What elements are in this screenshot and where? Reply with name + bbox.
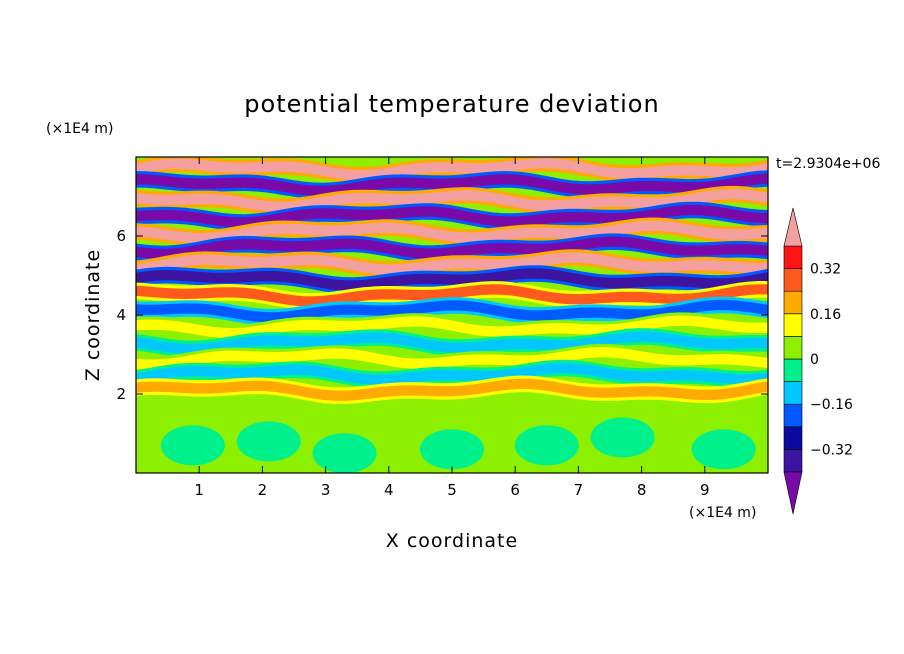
- x-tick-label: 7: [574, 481, 584, 499]
- x-tick-label: 5: [447, 481, 457, 499]
- colorbar-segment: [783, 268, 803, 292]
- lower-layer-blob: [514, 425, 579, 466]
- contour-band: [136, 252, 768, 275]
- contour-band: [136, 173, 768, 197]
- contour-band: [136, 236, 768, 259]
- x-tick-label: 3: [321, 481, 331, 499]
- x-axis-label: X coordinate: [386, 530, 518, 552]
- y-axis-unit: (×1E4 m): [46, 121, 113, 137]
- y-tick-label: 4: [116, 306, 126, 324]
- colorbar-segment: [783, 336, 803, 360]
- x-tick-label: 4: [384, 481, 394, 499]
- y-axis: 2 4 6: [116, 227, 768, 403]
- time-label: t=2.9304e+06: [776, 156, 880, 172]
- contour-band: [136, 189, 768, 212]
- colorbar-segment: [783, 426, 803, 450]
- colorbar-extend-min: [783, 471, 803, 515]
- lower-layer-blob: [160, 425, 225, 466]
- chart-title: potential temperature deviation: [244, 90, 659, 118]
- lower-layer-blob: [236, 421, 301, 462]
- y-tick-label: 2: [116, 385, 126, 403]
- contour-band: [136, 268, 768, 291]
- lower-layer-blob: [590, 417, 655, 458]
- lower-layer-blob: [312, 433, 377, 473]
- colorbar-segment: [783, 313, 803, 337]
- colorbar-label: −0.32: [810, 442, 853, 458]
- colorbar-segment: [783, 290, 803, 315]
- contour-band: [136, 204, 768, 228]
- contour-band: [136, 347, 768, 370]
- colorbar-segment: [783, 381, 803, 405]
- x-tick-label: 8: [637, 481, 647, 499]
- colorbar-extend-max: [783, 207, 803, 247]
- x-tick-label: 1: [194, 481, 204, 499]
- lower-layer-blob: [691, 429, 756, 470]
- colorbar-segment: [783, 449, 803, 473]
- colorbar-label: 0: [810, 352, 819, 368]
- lower-layer-blob: [420, 429, 484, 470]
- x-tick-label: 2: [258, 481, 268, 499]
- x-axis: 1 2 3 4 5 6 7 8 9: [194, 157, 710, 499]
- contour-band: [136, 284, 768, 307]
- colorbar-label: −0.16: [810, 397, 853, 413]
- contour-band: [136, 158, 768, 181]
- colorbar-segment: [783, 358, 803, 382]
- contour-band: [136, 299, 768, 323]
- colorbar-label: 0.16: [810, 307, 841, 323]
- x-tick-label: 6: [510, 481, 520, 499]
- colorbar-label: 0.32: [810, 262, 841, 278]
- colorbar-segment: [783, 245, 803, 269]
- y-axis-label: Z coordinate: [82, 249, 104, 381]
- x-tick-label: 9: [700, 481, 710, 499]
- contour-band: [136, 378, 768, 401]
- contour-band: [136, 362, 768, 385]
- contour-band: [136, 331, 768, 355]
- y-tick-label: 6: [116, 227, 126, 245]
- colorbar: 0.32 0.16 0 −0.16 −0.32: [783, 207, 853, 515]
- contour-band: [136, 220, 768, 244]
- colorbar-segment: [783, 403, 803, 428]
- x-axis-unit: (×1E4 m): [689, 505, 756, 521]
- contour-field: [136, 157, 768, 473]
